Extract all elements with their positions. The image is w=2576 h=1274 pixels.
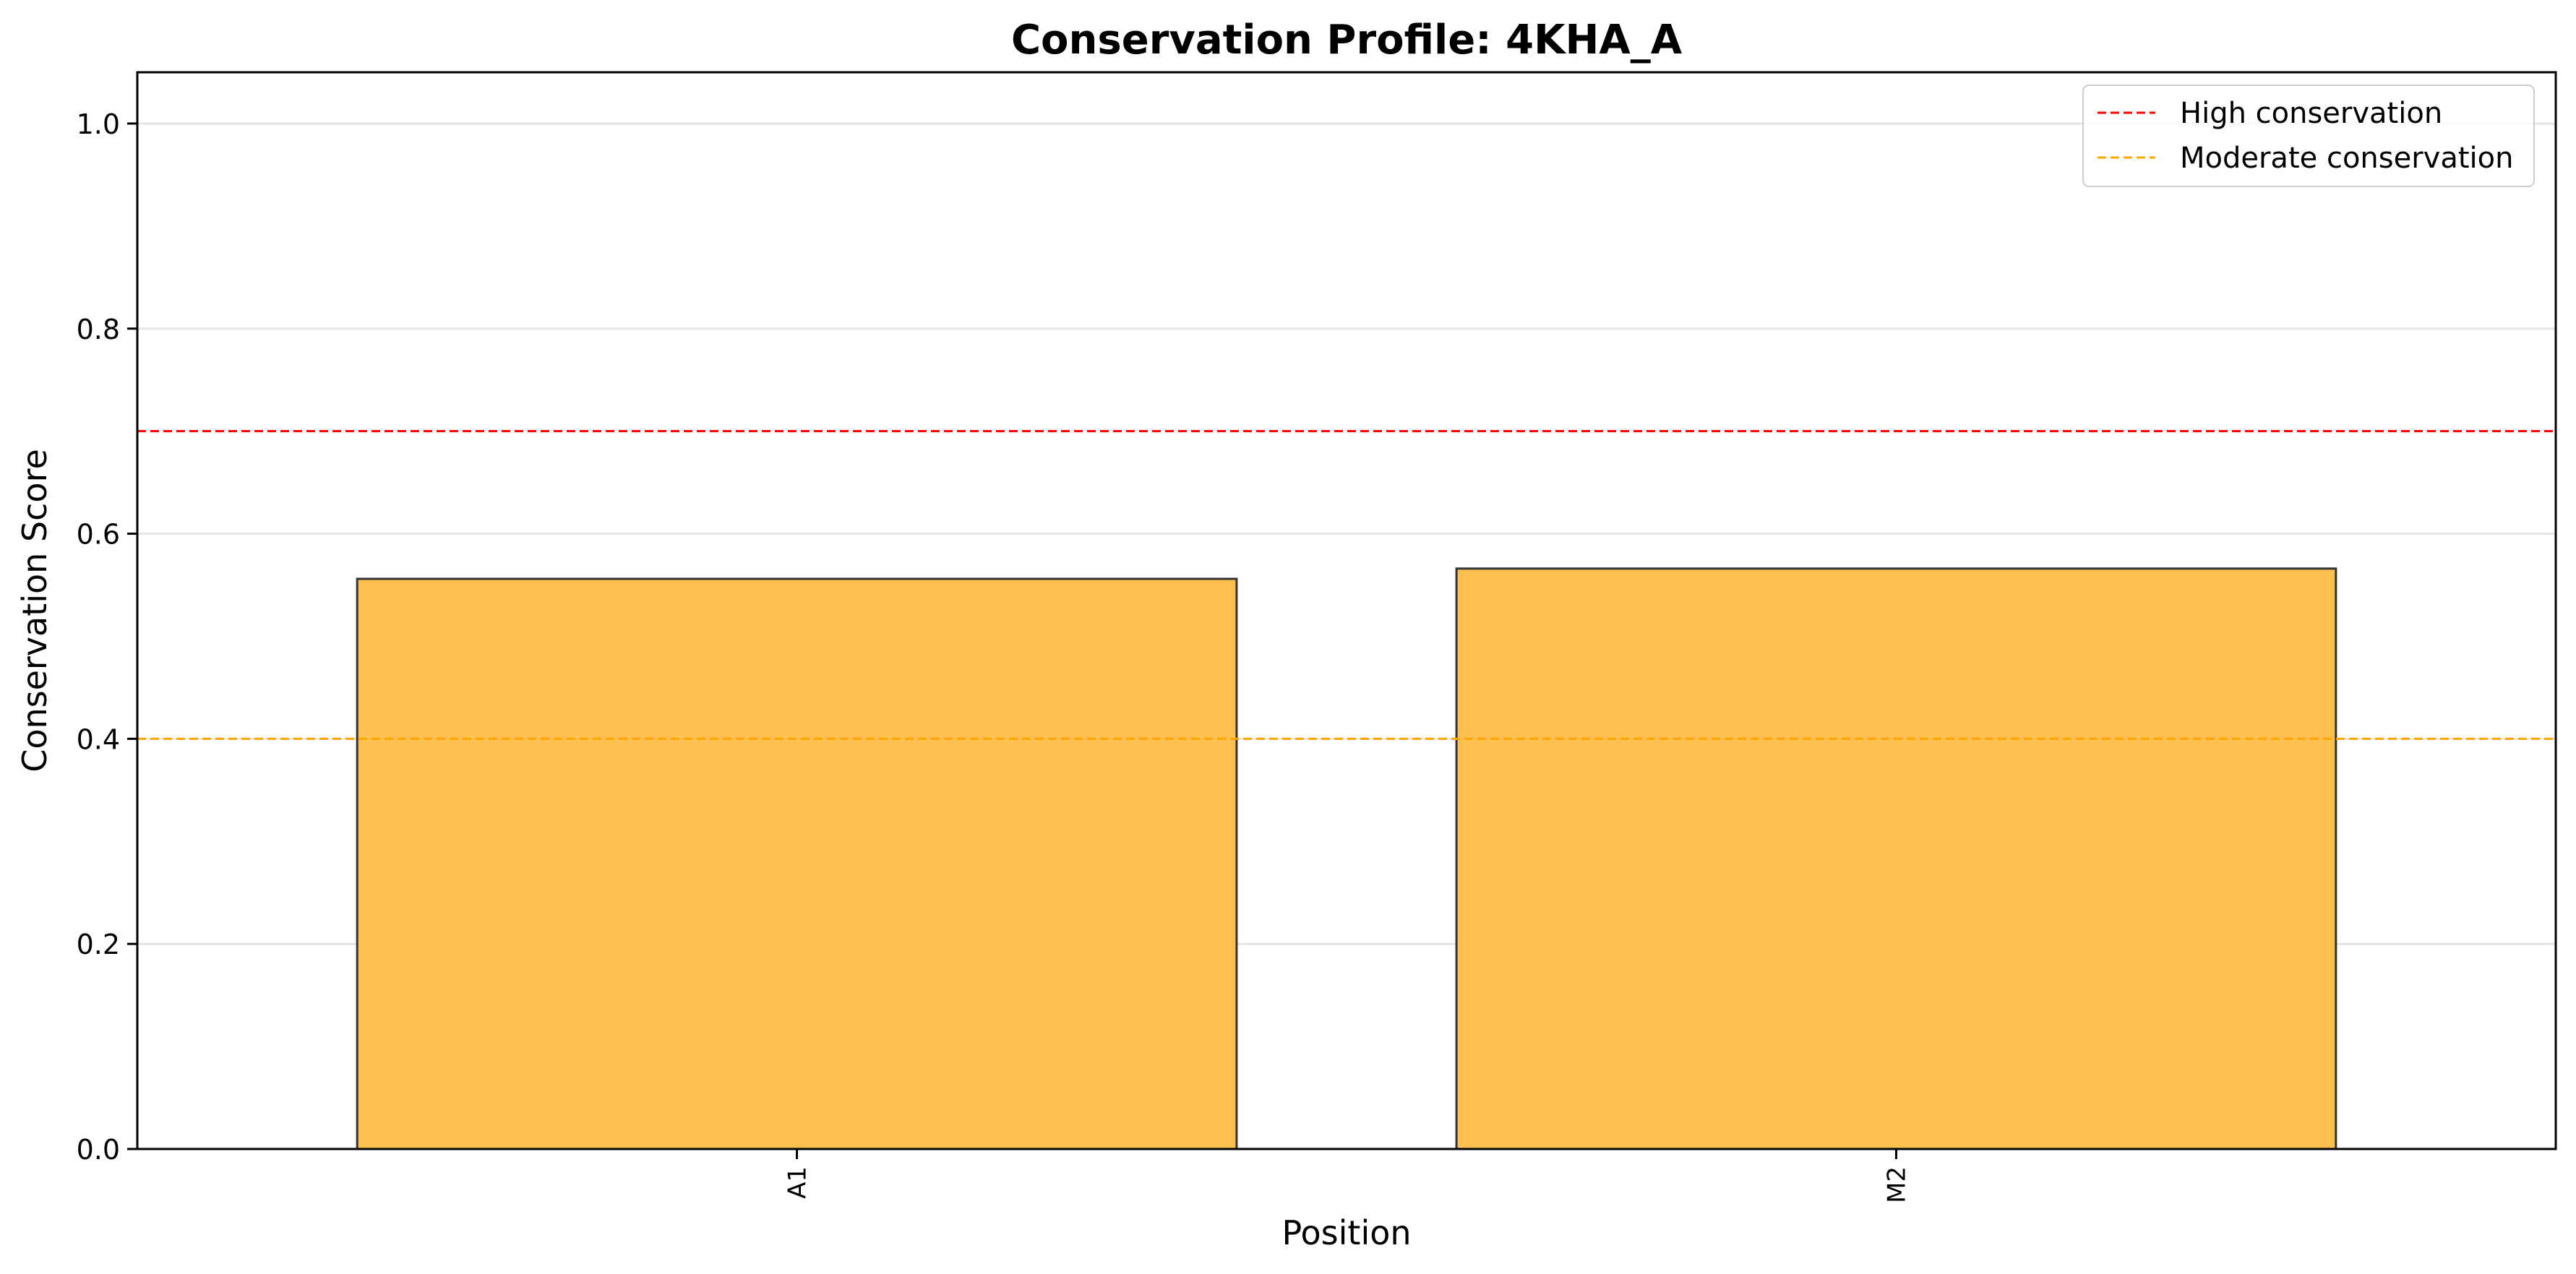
y-tick-label: 0.6 [77,519,120,551]
y-tick-label: 0.8 [77,314,120,345]
y-axis-label: Conservation Score [15,449,54,772]
bar-m2 [1456,569,2336,1149]
bar-a1 [357,579,1237,1149]
y-tick-label: 1.0 [77,108,120,140]
y-tick-label: 0.2 [77,929,120,960]
legend-high-conservation-label: High conservation [2180,97,2442,130]
x-tick-label-m2: M2 [1882,1166,1911,1203]
legend-moderate-conservation-label: Moderate conservation [2180,142,2513,175]
x-tick-label-a1: A1 [783,1166,812,1199]
y-tick-label: 0.4 [77,723,120,755]
x-axis-label: Position [1281,1213,1411,1252]
y-tick-label: 0.0 [77,1134,120,1166]
chart-title: Conservation Profile: 4KHA_A [1011,17,1683,64]
legend: High conservation Moderate conservation [2083,85,2534,186]
